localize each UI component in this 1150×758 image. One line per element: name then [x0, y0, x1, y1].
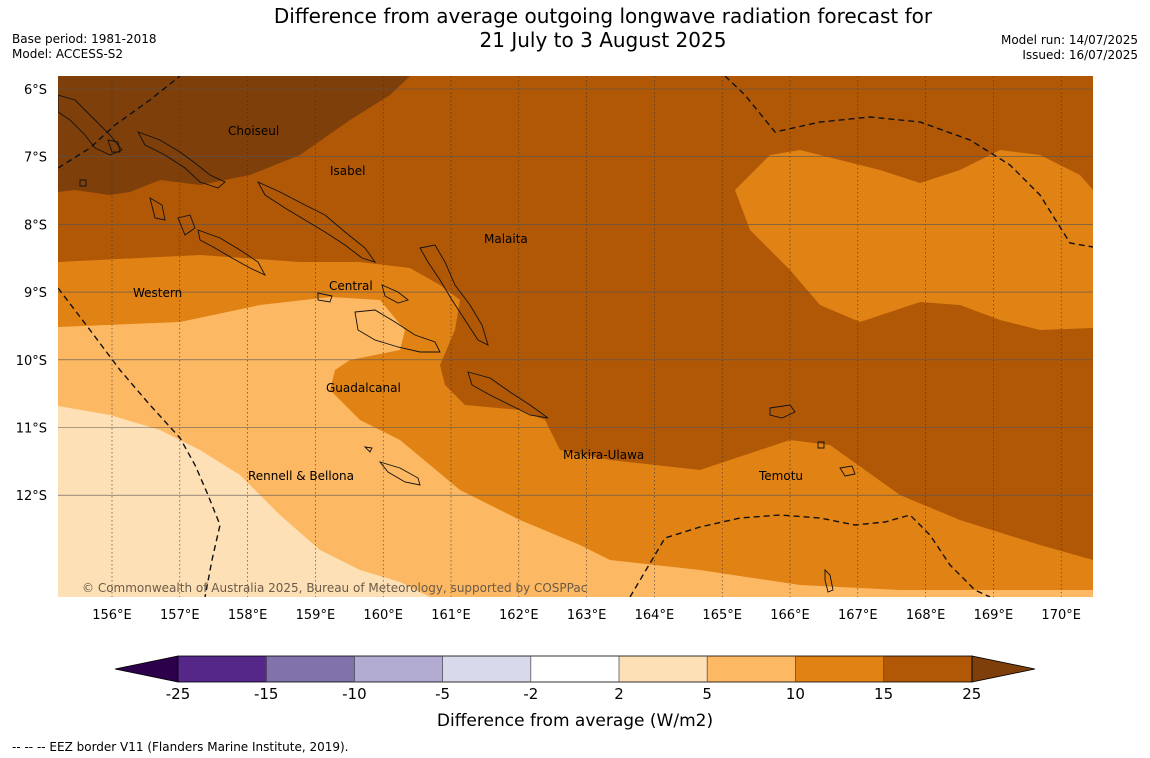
lat-lines	[58, 88, 1093, 496]
lon-tick-label: 156°E	[92, 608, 132, 623]
lat-tick-label: 6°S	[24, 83, 47, 98]
colorbar-tick-label: 25	[962, 685, 981, 703]
lon-tick-label: 166°E	[770, 608, 810, 623]
meta-left: Base period: 1981-2018 Model: ACCESS-S2	[12, 32, 157, 62]
island-bougainville-tip	[58, 94, 123, 156]
chart-title: Difference from average outgoing longwav…	[200, 4, 1006, 52]
colorbar-tick-label: 15	[874, 685, 893, 703]
province-labels: Choiseul Isabel Malaita Western Central …	[133, 124, 803, 483]
colorbar-15-25	[883, 656, 972, 682]
zone-2-5	[58, 406, 430, 597]
meta-right: Model run: 14/07/2025 Issued: 16/07/2025	[1001, 33, 1138, 63]
copyright-notice: © Commonwealth of Australia 2025, Bureau…	[82, 581, 587, 595]
lon-tick-label: 163°E	[567, 608, 607, 623]
lon-tick-label: 157°E	[160, 608, 200, 623]
lon-tick-label: 159°E	[296, 608, 336, 623]
colorbar-tick-label: -2	[523, 685, 538, 703]
lat-tick-label: 7°S	[24, 151, 47, 166]
lat-tick-label: 10°S	[16, 354, 47, 369]
label-makira-ulawa: Makira-Ulawa	[563, 448, 644, 462]
colorbar-n5-n2	[443, 656, 531, 682]
colorbar-low-extension	[114, 655, 179, 683]
map-area: Choiseul Isabel Malaita Western Central …	[58, 76, 1093, 597]
lat-tick-label: 8°S	[24, 218, 47, 233]
lon-tick-label: 161°E	[431, 608, 471, 623]
island-guadalcanal	[354, 309, 441, 353]
colorbar-tick-label: -10	[342, 685, 367, 703]
lon-tick-label: 165°E	[702, 608, 742, 623]
colorbar-n10-n5	[355, 656, 443, 682]
lon-tick-label: 170°E	[1041, 608, 1081, 623]
lon-tick-label: 158°E	[228, 608, 268, 623]
colorbar-2-5	[619, 656, 707, 682]
label-rennell-bellona: Rennell & Bellona	[248, 469, 354, 483]
lon-tick-label: 160°E	[363, 608, 403, 623]
colorbar-neutral	[531, 656, 619, 682]
eez-borders	[58, 76, 1093, 597]
colorbar-10-15	[795, 656, 883, 682]
label-isabel: Isabel	[330, 164, 365, 178]
island-makira	[467, 371, 549, 419]
island-florida	[317, 284, 409, 304]
label-temotu: Temotu	[758, 469, 803, 483]
lon-tick-label: 164°E	[635, 608, 675, 623]
colorbar-tick-label: -5	[435, 685, 450, 703]
island-rennell	[363, 446, 421, 486]
colorbar-n25-n15	[178, 656, 267, 682]
colorbar-high-extension	[971, 655, 1036, 683]
colorbar-tick-label: 5	[702, 685, 712, 703]
island-malaita	[419, 244, 489, 346]
colorbar: -25 -15 -10 -5 -2 2 5 10 15 25 Difference from av…	[114, 655, 1036, 731]
label-western: Western	[133, 286, 182, 300]
colorbar-label: Difference from average (W/m2)	[437, 711, 713, 731]
label-guadalcanal: Guadalcanal	[326, 381, 401, 395]
island-choiseul	[137, 131, 226, 189]
lon-tick-label: 168°E	[906, 608, 946, 623]
zone-above-25	[58, 76, 410, 195]
lon-tick-label: 169°E	[974, 608, 1014, 623]
island-new-georgia	[149, 197, 267, 276]
colorbar-tick-label: 2	[614, 685, 624, 703]
lat-tick-label: 12°S	[16, 489, 47, 504]
lon-tick-label: 167°E	[838, 608, 878, 623]
model-run: Model run: 14/07/2025	[1000, 33, 1138, 47]
island-shortlands	[79, 139, 121, 187]
colorbar-tick-label: -25	[166, 685, 191, 703]
label-central: Central	[329, 279, 373, 293]
zone-10-15-east	[735, 150, 1093, 330]
eez-footnote: -- -- -- EEZ border V11 (Flanders Marine…	[12, 740, 349, 754]
label-choiseul: Choiseul	[228, 124, 279, 138]
issued-date: Issued: 16/07/2025	[1022, 48, 1138, 62]
base-period: Base period: 1981-2018	[12, 32, 157, 46]
island-santa-cruz	[769, 404, 856, 593]
label-malaita: Malaita	[484, 232, 528, 246]
graticule	[111, 76, 1062, 597]
zone-5-10	[58, 297, 1093, 597]
title-line-1: Difference from average outgoing longwav…	[273, 4, 933, 28]
lat-tick-label: 11°S	[16, 422, 47, 437]
colorbar-5-10	[707, 656, 795, 682]
lon-tick-labels: 156°E 157°E 158°E 159°E 160°E 161°E 162°E 163°E…	[92, 608, 1081, 623]
colorbar-n15-n10	[267, 656, 355, 682]
lon-tick-label: 162°E	[499, 608, 539, 623]
colorbar-tick-label: -15	[254, 685, 279, 703]
coastlines	[58, 94, 856, 593]
model-name: Model: ACCESS-S2	[12, 47, 124, 61]
lat-tick-label: 9°S	[24, 286, 47, 301]
lat-tick-labels: 6°S 7°S 8°S 9°S 10°S 11°S 12°S	[16, 83, 47, 504]
colorbar-tick-label: 10	[786, 685, 805, 703]
island-isabel	[256, 181, 377, 263]
title-line-2: 21 July to 3 August 2025	[479, 28, 727, 52]
